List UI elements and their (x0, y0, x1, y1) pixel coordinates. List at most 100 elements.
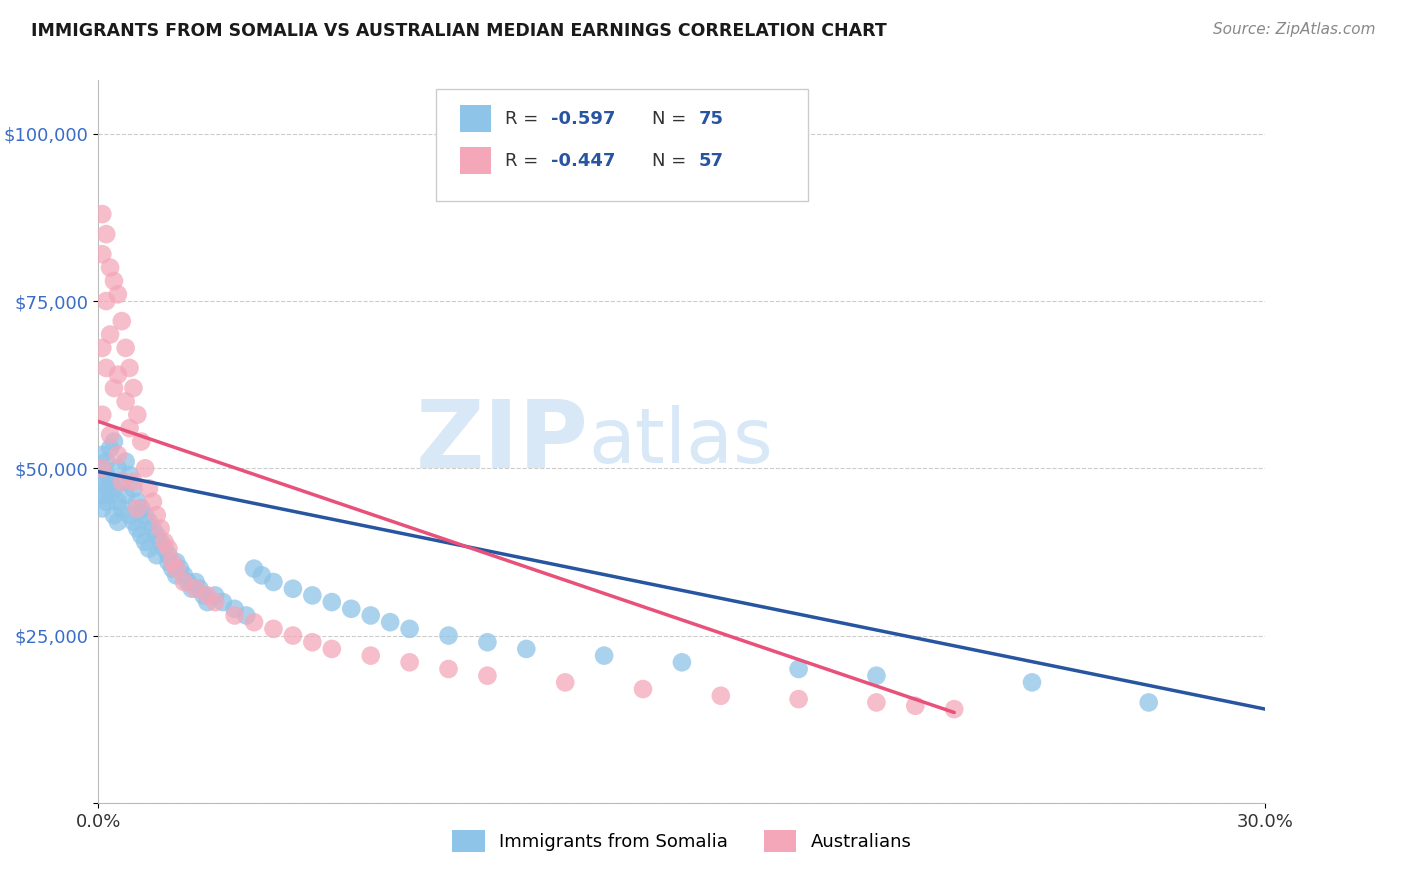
Text: IMMIGRANTS FROM SOMALIA VS AUSTRALIAN MEDIAN EARNINGS CORRELATION CHART: IMMIGRANTS FROM SOMALIA VS AUSTRALIAN ME… (31, 22, 887, 40)
Point (98, 475, 121, 489)
Point (107, 448, 129, 462)
Point (250, 568, 273, 582)
Text: -0.597: -0.597 (551, 110, 616, 128)
Point (671, 655, 693, 669)
Point (114, 454, 136, 469)
Point (631, 681, 654, 696)
Point (134, 508, 156, 523)
Point (193, 589, 215, 603)
Point (477, 635, 499, 649)
Text: R =: R = (505, 152, 544, 169)
Point (477, 669, 499, 683)
Point (98, 488, 121, 502)
Point (91, 475, 114, 489)
Text: Source: ZipAtlas.com: Source: ZipAtlas.com (1212, 22, 1375, 37)
Point (127, 494, 149, 508)
Point (243, 562, 266, 576)
Point (173, 568, 195, 582)
Point (204, 595, 226, 609)
Point (360, 608, 382, 623)
Point (188, 582, 211, 596)
Point (122, 515, 145, 529)
Point (281, 628, 304, 642)
Point (787, 692, 810, 706)
Point (340, 602, 363, 616)
Text: 75: 75 (699, 110, 724, 128)
Point (204, 589, 226, 603)
Point (146, 528, 169, 542)
Point (118, 421, 141, 435)
Point (593, 648, 616, 663)
Point (98, 327, 121, 342)
Point (904, 698, 927, 713)
Point (107, 368, 129, 382)
Point (91, 341, 114, 355)
Point (111, 501, 134, 516)
Point (127, 501, 149, 516)
Point (943, 702, 966, 716)
Point (138, 482, 160, 496)
Point (281, 582, 304, 596)
Point (129, 528, 152, 542)
Point (103, 508, 125, 523)
Point (149, 521, 172, 535)
Point (321, 642, 343, 657)
Point (146, 548, 169, 563)
Point (96, 361, 118, 376)
Point (173, 575, 195, 590)
Point (224, 602, 246, 616)
Point (321, 595, 343, 609)
Point (195, 595, 218, 609)
Point (118, 508, 141, 523)
Text: N =: N = (652, 110, 692, 128)
Text: atlas: atlas (589, 405, 773, 478)
Text: N =: N = (652, 152, 692, 169)
Point (149, 534, 172, 549)
Point (134, 461, 156, 475)
Point (91, 488, 114, 502)
Point (710, 689, 733, 703)
Point (1021, 675, 1043, 690)
Point (865, 669, 887, 683)
Point (177, 575, 200, 590)
Point (127, 521, 149, 535)
Point (184, 575, 207, 590)
Point (195, 589, 218, 603)
Point (169, 562, 191, 576)
Point (118, 467, 141, 482)
Point (96, 227, 118, 241)
Point (301, 635, 323, 649)
Point (153, 541, 176, 556)
Point (91, 247, 114, 261)
Point (243, 615, 266, 630)
Point (107, 494, 129, 508)
Point (118, 361, 141, 376)
Text: -0.447: -0.447 (551, 152, 616, 169)
Point (111, 314, 134, 328)
Point (515, 642, 537, 657)
Point (129, 434, 152, 449)
Point (111, 475, 134, 489)
Point (96, 482, 118, 496)
Point (162, 562, 184, 576)
Point (224, 608, 246, 623)
Point (380, 615, 402, 630)
Point (114, 488, 136, 502)
Point (96, 454, 118, 469)
Point (114, 341, 136, 355)
Legend: Immigrants from Somalia, Australians: Immigrants from Somalia, Australians (444, 822, 920, 859)
Point (153, 534, 176, 549)
Point (103, 274, 125, 288)
Point (437, 628, 460, 642)
Point (262, 575, 284, 590)
Point (180, 582, 202, 596)
Point (134, 534, 156, 549)
Point (114, 394, 136, 409)
Point (138, 515, 160, 529)
Point (96, 467, 118, 482)
Point (111, 475, 134, 489)
Point (127, 408, 149, 422)
Point (103, 482, 125, 496)
Point (146, 508, 169, 523)
Point (157, 541, 180, 556)
